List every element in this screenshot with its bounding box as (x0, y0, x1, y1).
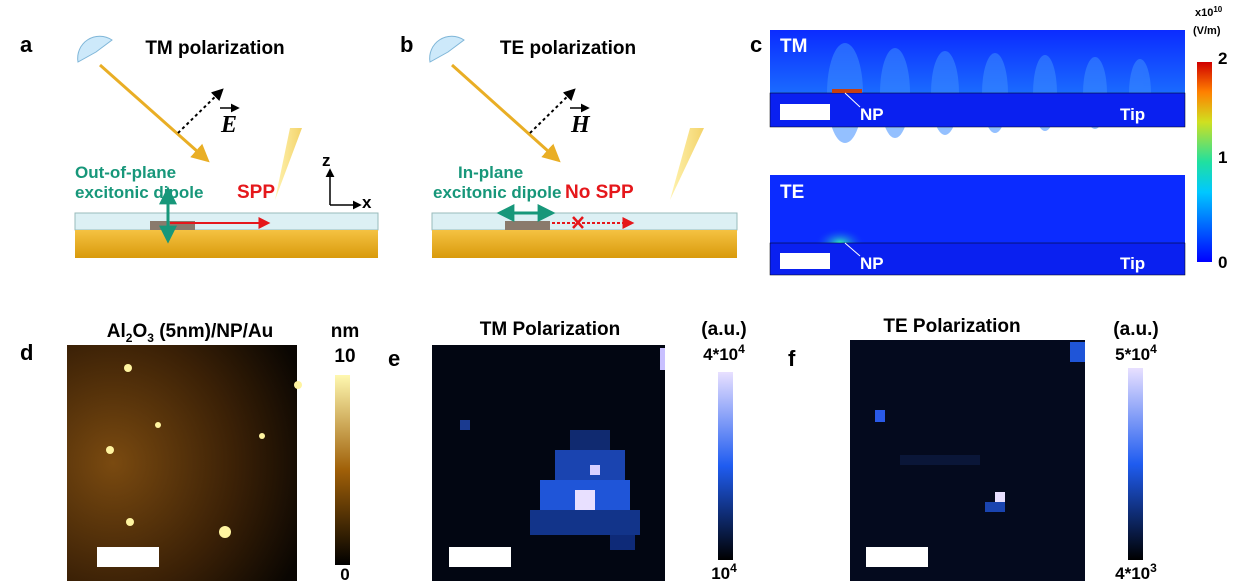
colorbar-tick: 2 (1218, 49, 1227, 68)
gold-layer (432, 230, 737, 258)
np-label: NP (860, 105, 884, 124)
panel-title: TE Polarization (883, 316, 1020, 337)
panel-b: b TE polarization H In-plane excitonic d… (400, 32, 737, 258)
tip (275, 128, 302, 200)
dipole-text: Out-of-plane (75, 163, 176, 182)
exp: 3 (1150, 561, 1157, 575)
base: 4*10 (1115, 564, 1150, 581)
scale-exp: 10 (1213, 5, 1222, 14)
colorbar (1197, 62, 1212, 262)
field-arrow (530, 90, 574, 133)
np-label: NP (860, 254, 884, 273)
colorbar-tick: 1 (1218, 148, 1227, 167)
base: 5*10 (1115, 345, 1150, 364)
colorbar-unit: (a.u.) (1113, 319, 1158, 340)
scale-bar (449, 547, 511, 567)
title-part: Al (107, 321, 126, 342)
gold-layer (75, 230, 378, 258)
vector-label: E (220, 112, 237, 138)
panel-c: c TM NP Tip TE NP Tip x1010 (V/m) 2 1 0 (750, 5, 1227, 275)
oxide-layer (432, 213, 737, 230)
panel-title: TM polarization (145, 38, 284, 59)
title-part: O (132, 321, 147, 342)
panel-label: a (20, 32, 33, 57)
tip-label: Tip (1120, 254, 1145, 273)
base: 4*10 (703, 345, 738, 364)
exp: 4 (730, 561, 737, 575)
detector (78, 36, 112, 62)
colorbar-min: 0 (340, 565, 349, 581)
panel-f: f TE Polarization (a.u.) 5*104 4*103 (788, 316, 1159, 581)
scale-bar (780, 104, 830, 120)
colorbar-unit: (V/m) (1193, 25, 1221, 37)
incident-beam (100, 65, 207, 160)
axis-label: z (322, 151, 331, 170)
mode-label: No SPP (565, 182, 634, 203)
tip-label: Tip (1120, 105, 1145, 124)
colorbar-unit: nm (331, 321, 360, 342)
afm-image (67, 345, 297, 581)
panel-title: TM Polarization (480, 319, 620, 340)
colorbar-unit: (a.u.) (701, 319, 746, 340)
scale-bar (780, 253, 830, 269)
panel-label: d (20, 340, 33, 365)
title-part: (5nm)/NP/Au (154, 321, 273, 342)
oxide-layer (75, 213, 378, 230)
panel-label: c (750, 32, 762, 57)
field-pattern (815, 213, 865, 243)
colorbar-max: 10 (334, 346, 355, 367)
panel-label: b (400, 32, 413, 57)
colorbar-max: 4*104 (703, 342, 745, 364)
figure: a TM polarization E Out-of-plane exciton… (0, 0, 1235, 581)
colorbar-min: 104 (711, 561, 737, 581)
panel-title: Al2O3 (5nm)/NP/Au (107, 321, 273, 345)
mode-name: TM (780, 36, 807, 57)
mode-name: TE (780, 182, 804, 203)
scale-bar (97, 547, 159, 567)
detector (430, 36, 464, 62)
panel-e: e TM Polarization (a.u.) 4*104 104 (388, 319, 747, 581)
tip (670, 128, 704, 200)
colorbar-scale: x1010 (1195, 5, 1223, 19)
field-arrow (178, 90, 222, 133)
colorbar (718, 372, 733, 560)
vector-label: H (570, 112, 591, 138)
nanoparticle (505, 221, 550, 230)
colorbar-tick: 0 (1218, 253, 1227, 272)
axis-label: x (362, 193, 372, 212)
colorbar-min: 4*103 (1115, 561, 1157, 581)
scale-bar (866, 547, 928, 567)
base: 10 (711, 564, 730, 581)
dipole-text: In-plane (458, 163, 523, 182)
mode-label: SPP (237, 182, 275, 203)
panel-label: f (788, 346, 796, 371)
panel-label: e (388, 346, 400, 371)
exp: 4 (1150, 342, 1157, 356)
panel-a: a TM polarization E Out-of-plane exciton… (20, 32, 378, 258)
colorbar (1128, 368, 1143, 560)
colorbar (335, 375, 350, 565)
exp: 4 (738, 342, 745, 356)
scale-base: x10 (1195, 7, 1213, 19)
incident-beam (452, 65, 558, 160)
colorbar-max: 5*104 (1115, 342, 1157, 364)
panel-d: d Al2O3 (5nm)/NP/Au nm 10 0 (20, 321, 359, 581)
np-field (832, 89, 862, 93)
panel-title: TE polarization (500, 38, 636, 59)
dipole-text: excitonic dipole (75, 183, 203, 202)
dipole-text: excitonic dipole (433, 183, 561, 202)
